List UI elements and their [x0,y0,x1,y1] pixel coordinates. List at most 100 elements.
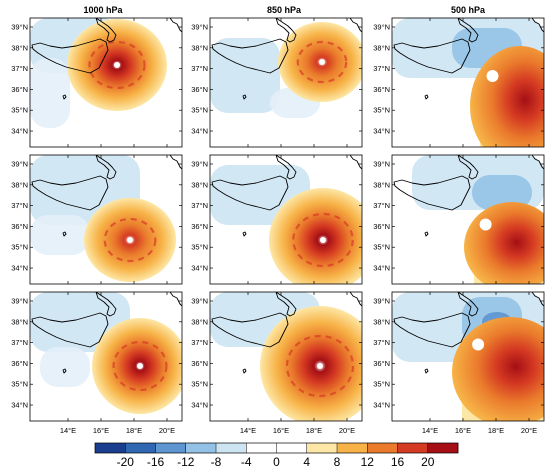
lat-label-r3-c2: 34°N [191,401,208,410]
map-frame [391,291,545,422]
lon-label-c3: 20°E [521,426,537,435]
coastline-calabria [275,155,297,180]
coastline-calabria [457,292,479,317]
cold-anomaly-region [210,38,280,113]
map-frame [29,17,183,148]
lat-label-r1-c1: 39°N [11,23,28,32]
lat-label-r1-c1: 37°N [11,64,28,73]
map-frame [209,154,363,285]
coastline-islet [62,368,67,374]
colorbar-label-7: 4 [303,455,310,469]
colorbar-label-3: -12 [177,455,195,469]
lat-label-r1-c2: 36°N [191,85,208,94]
lat-label-r1-c1: 35°N [11,106,28,115]
map-panel-r1-c2 [209,17,363,148]
colorbar-label-10: 16 [391,455,405,469]
colorbar-label-5: -4 [241,455,252,469]
lat-label-r2-c1: 36°N [11,222,28,231]
coastline-calabria [457,155,479,180]
cyclone-warm-core [269,188,362,284]
colorbar-segment-1 [95,443,126,453]
lat-label-r1-c3: 38°N [373,43,390,52]
spiral-band [112,340,168,392]
column-title-1000hpa: 1000 hPa [83,5,123,15]
coastline-islet [242,231,247,237]
lat-label-r1-c3: 35°N [373,106,390,115]
coastline-sicily [211,312,289,348]
coastline-calabria [95,18,117,43]
lat-label-r3-c3: 35°N [373,380,390,389]
lat-label-r3-c2: 39°N [191,297,208,306]
map-frame [209,17,363,148]
coastline-greece [349,292,362,307]
lat-label-r3-c1: 34°N [11,401,28,410]
lat-label-r2-c2: 38°N [191,180,208,189]
lat-label-r1-c3: 34°N [373,127,390,136]
lon-label-c2: 16°E [273,426,289,435]
column-title-500hpa: 500 hPa [451,5,486,15]
map-panel-r3-c3 [391,291,545,422]
lat-label-r3-c2: 36°N [191,359,208,368]
lat-label-r3-c2: 37°N [191,338,208,347]
lat-label-r3-c1: 37°N [11,338,28,347]
coastline-sicily [31,175,109,211]
coastline-calabria [457,18,479,43]
colorbar-segment-6 [246,443,277,453]
lat-label-r2-c3: 37°N [373,201,390,210]
coastline-greece [349,155,362,170]
lat-label-r2-c1: 35°N [11,243,28,252]
cyclone-warm-core [470,46,544,147]
cyclone-eye [320,237,326,243]
map-panel-r3-c1 [29,291,183,422]
lat-label-r1-c3: 37°N [373,64,390,73]
coastline-calabria [275,18,297,43]
colorbar-label-4: -8 [211,455,222,469]
colorbar-label-6: 0 [273,455,280,469]
coastline-sicily [393,38,471,74]
coastline-sicily [31,38,109,74]
cyclone-center [479,218,492,231]
lat-label-r1-c1: 38°N [11,43,28,52]
lat-label-r3-c3: 34°N [373,401,390,410]
colorbar-label-8: 8 [334,455,341,469]
lat-label-r3-c3: 38°N [373,317,390,326]
colorbar-label-2: -16 [147,455,165,469]
colorbar-label-1: -20 [117,455,135,469]
cyclone-center [486,70,499,82]
lon-label-c3: 18°E [488,426,504,435]
map-frame [391,154,545,285]
lon-label-c1: 14°E [60,426,76,435]
colorbar-segment-10 [367,443,398,453]
lat-label-r3-c1: 36°N [11,359,28,368]
spiral-band [88,40,146,90]
map-panel-r2-c3 [391,154,545,285]
coastline-islet [424,368,429,374]
lat-label-r1-c2: 34°N [191,127,208,136]
map-panel-r1-c1 [29,17,183,148]
map-panel-r2-c2 [209,154,363,285]
map-frame [29,291,183,422]
colorbar-segment-7 [276,443,308,453]
lat-label-r2-c3: 36°N [373,222,390,231]
cyclone-eye [127,237,133,243]
coastline-calabria [95,292,117,317]
coastline-greece [169,155,182,170]
spiral-band [296,40,348,84]
cold-anomaly-region [30,215,90,255]
lat-label-r3-c3: 37°N [373,338,390,347]
cyclone-eye [317,363,323,369]
spiral-band [103,217,157,263]
lat-label-r2-c3: 39°N [373,160,390,169]
lat-label-r2-c3: 35°N [373,243,390,252]
colorbar-segment-2 [125,443,156,453]
lat-label-r3-c1: 35°N [11,380,28,389]
cyclone-center [472,338,485,351]
spiral-band [292,212,354,268]
colorbar: -20 -16 -12 -8 -4 0 4 8 12 16 20 [94,442,459,469]
coastline-sicily [393,175,471,211]
spiral-band [285,334,355,398]
lat-label-r2-c1: 38°N [11,180,28,189]
lat-label-r2-c2: 39°N [191,160,208,169]
lon-label-c1: 18°E [126,426,142,435]
